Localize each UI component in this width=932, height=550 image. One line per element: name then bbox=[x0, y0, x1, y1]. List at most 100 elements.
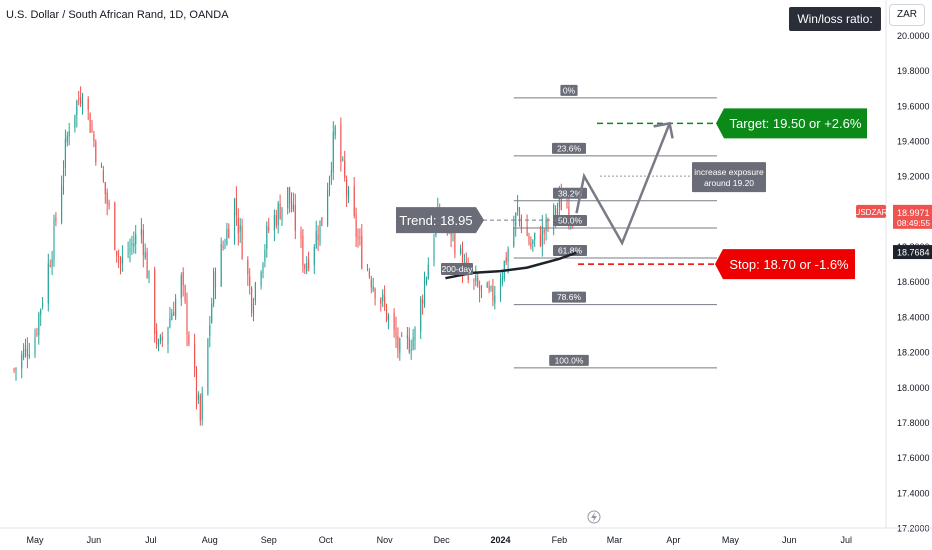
fib-level[interactable]: 38.2% bbox=[513, 187, 717, 202]
target-label[interactable]: Target: 19.50 or +2.6% bbox=[716, 108, 867, 139]
candle bbox=[492, 279, 494, 307]
time-tick: 2024 bbox=[490, 535, 510, 545]
candle bbox=[321, 216, 323, 227]
candle bbox=[254, 281, 256, 306]
fib-level[interactable]: 50.0% bbox=[513, 215, 717, 229]
candle bbox=[80, 86, 82, 108]
candle bbox=[237, 208, 239, 246]
candle bbox=[220, 237, 222, 287]
candle bbox=[26, 337, 28, 369]
price-axis[interactable]: 20.000019.800019.600019.400019.200018.80… bbox=[855, 0, 932, 534]
candle bbox=[520, 214, 522, 234]
fib-level[interactable]: 23.6% bbox=[513, 142, 717, 157]
candle bbox=[15, 367, 17, 381]
trade-annotations[interactable] bbox=[445, 121, 722, 280]
candle bbox=[526, 214, 528, 237]
candle bbox=[78, 90, 80, 106]
lightning-icon[interactable] bbox=[587, 510, 601, 524]
candle bbox=[140, 217, 142, 244]
fib-level[interactable]: 61.8% bbox=[513, 244, 717, 259]
fib-level[interactable]: 78.6% bbox=[513, 291, 717, 306]
fib-level[interactable]: 100.0% bbox=[513, 354, 717, 369]
candle bbox=[47, 253, 49, 312]
candle bbox=[95, 139, 97, 166]
price-tick: 17.8000 bbox=[897, 418, 930, 428]
candle bbox=[368, 268, 370, 279]
time-axis[interactable]: May Jun Jul Aug Sep Oct Nov Dec 2024 Feb Mar Apr May… bbox=[0, 527, 932, 545]
projection-arrowhead bbox=[653, 121, 674, 139]
fib-level[interactable]: 0% bbox=[513, 84, 717, 99]
candle bbox=[36, 327, 38, 337]
candle bbox=[222, 240, 224, 251]
candle bbox=[313, 244, 315, 275]
exposure-note-line2: around 19.20 bbox=[704, 178, 754, 188]
candle bbox=[42, 296, 44, 310]
trend-label[interactable]: Trend: 18.95 bbox=[396, 207, 484, 234]
candle bbox=[133, 231, 135, 254]
candle bbox=[252, 297, 255, 322]
candle bbox=[169, 307, 171, 329]
fibonacci-retracement[interactable]: 0% 23.6% 38.2% 50.0% 61.8% 78.6% 100.0% bbox=[513, 84, 717, 369]
trend-label-text: Trend: 18.95 bbox=[399, 213, 472, 228]
candle bbox=[327, 182, 329, 227]
win-loss-badge: Win/loss ratio: 2.4:1 bbox=[789, 7, 881, 50]
projection-path[interactable] bbox=[575, 122, 671, 246]
candle bbox=[515, 212, 517, 237]
candle bbox=[385, 303, 388, 323]
candle bbox=[144, 243, 146, 260]
candle bbox=[142, 224, 144, 268]
candle bbox=[355, 207, 357, 248]
price-tick: 18.6000 bbox=[897, 277, 930, 287]
candle bbox=[342, 156, 344, 162]
annotation-labels[interactable]: Trend: 18.95 Target: 19.50 or +2.6% Stop: … bbox=[396, 108, 867, 280]
candle bbox=[21, 350, 23, 379]
ma-label[interactable]: 200-day bbox=[441, 263, 473, 275]
candle bbox=[422, 294, 424, 315]
time-tick: Oct bbox=[319, 535, 334, 545]
candle bbox=[197, 391, 199, 404]
candle bbox=[387, 312, 389, 330]
candle bbox=[433, 233, 435, 267]
candle bbox=[486, 281, 488, 288]
candle bbox=[74, 114, 76, 133]
time-tick: Apr bbox=[666, 535, 680, 545]
candle bbox=[380, 297, 382, 312]
time-tick: Jun bbox=[782, 535, 797, 545]
candle bbox=[209, 316, 211, 348]
candle bbox=[167, 326, 169, 354]
price-tick: 17.4000 bbox=[897, 488, 930, 498]
candle bbox=[317, 225, 319, 251]
fib-label: 78.6% bbox=[557, 292, 582, 302]
price-tick: 19.8000 bbox=[897, 66, 930, 76]
candle bbox=[118, 249, 120, 269]
candle bbox=[241, 218, 243, 260]
candle bbox=[195, 366, 198, 410]
time-tick: Jul bbox=[841, 535, 853, 545]
stop-label[interactable]: Stop: 18.70 or -1.6% bbox=[715, 249, 855, 280]
candle bbox=[93, 130, 95, 148]
target-label-text: Target: 19.50 or +2.6% bbox=[730, 116, 862, 131]
candle bbox=[410, 339, 412, 360]
candle bbox=[214, 267, 217, 300]
candle bbox=[346, 175, 348, 207]
time-tick: Sep bbox=[261, 535, 277, 545]
candle bbox=[173, 301, 175, 317]
candle bbox=[488, 280, 490, 294]
candle bbox=[294, 193, 296, 240]
currency-button[interactable]: ZAR bbox=[889, 4, 925, 26]
time-tick: Jun bbox=[87, 535, 102, 545]
candle bbox=[384, 285, 386, 311]
candle bbox=[129, 238, 131, 263]
candle bbox=[157, 338, 160, 352]
candle bbox=[91, 119, 93, 133]
candle bbox=[275, 209, 277, 229]
chart-title: U.S. Dollar / South African Rand, 1D, OA… bbox=[6, 9, 229, 21]
candle bbox=[279, 194, 281, 220]
time-tick: Dec bbox=[434, 535, 451, 545]
candle bbox=[315, 220, 317, 249]
price-tick: 19.4000 bbox=[897, 136, 930, 146]
ticker-symbol: USDZAR bbox=[855, 208, 888, 217]
candle bbox=[89, 112, 91, 133]
